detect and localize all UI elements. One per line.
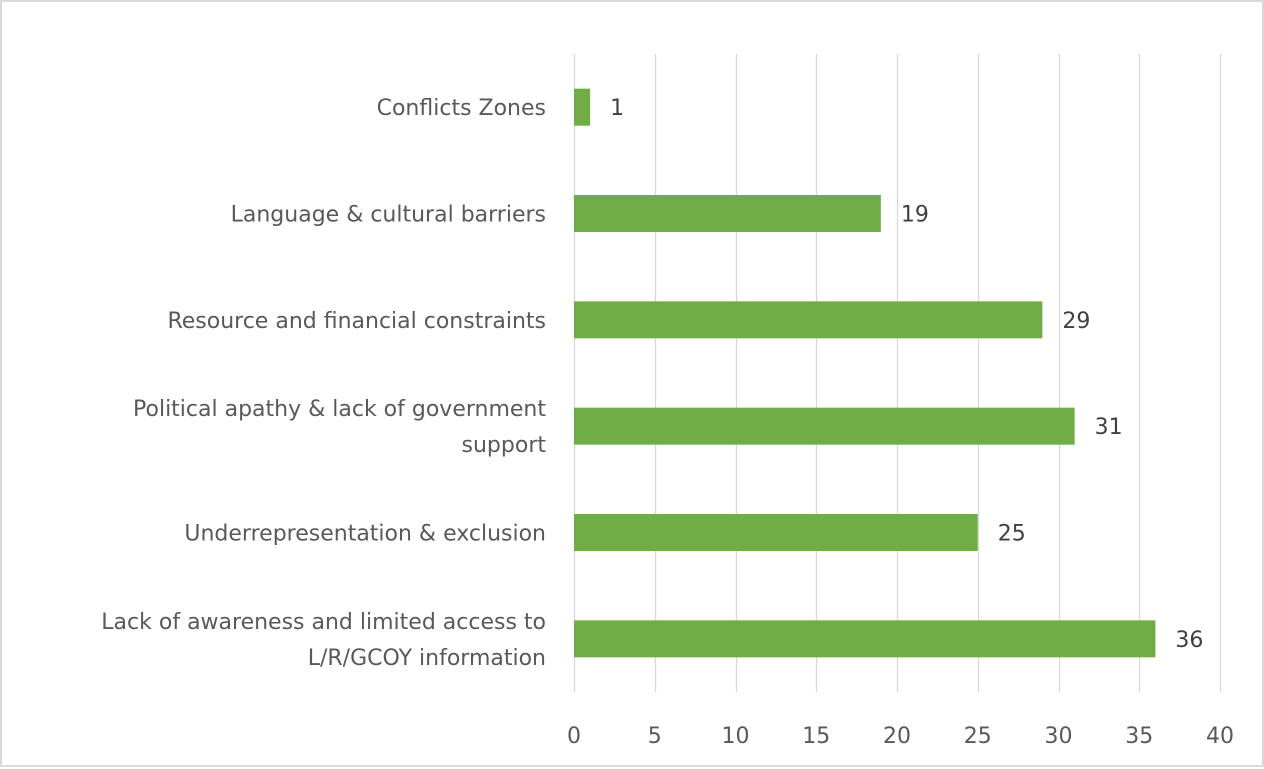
category-label-line: Resource and financial constraints bbox=[167, 309, 546, 334]
category-label-line: support bbox=[462, 433, 547, 458]
data-label-3: 31 bbox=[1095, 415, 1123, 440]
x-tick-label-0: 0 bbox=[567, 724, 581, 749]
bar-4 bbox=[574, 514, 978, 551]
x-tick-label-40: 40 bbox=[1206, 724, 1234, 749]
gridlines bbox=[573, 54, 1222, 692]
bar-3 bbox=[574, 407, 1075, 445]
x-tick-label-30: 30 bbox=[1045, 724, 1073, 749]
category-label-line: Lack of awareness and limited access to bbox=[101, 610, 546, 635]
data-label-5: 36 bbox=[1175, 628, 1203, 653]
category-label-line: Underrepresentation & exclusion bbox=[184, 522, 546, 547]
category-label-1: Language & cultural barriers bbox=[231, 203, 546, 228]
bar-5 bbox=[574, 620, 1156, 658]
data-label-2: 29 bbox=[1062, 309, 1090, 334]
bar-1 bbox=[574, 195, 881, 232]
data-label-4: 25 bbox=[998, 522, 1026, 547]
bar-2 bbox=[574, 301, 1043, 339]
x-tick-label-25: 25 bbox=[964, 724, 992, 749]
category-labels: Conflicts Zones Language & cultural barri… bbox=[101, 96, 546, 671]
x-tick-label-5: 5 bbox=[648, 724, 662, 749]
x-axis-tick-labels: 0 5 10 15 20 25 30 35 40 bbox=[567, 724, 1234, 749]
category-label-5: Lack of awareness and limited access to L… bbox=[101, 610, 546, 671]
data-labels: 1 19 29 31 25 36 bbox=[610, 96, 1203, 653]
x-tick-label-15: 15 bbox=[802, 724, 830, 749]
x-tick-label-35: 35 bbox=[1125, 724, 1153, 749]
category-label-4: Underrepresentation & exclusion bbox=[184, 522, 546, 547]
x-tick-label-10: 10 bbox=[722, 724, 750, 749]
data-label-1: 19 bbox=[901, 203, 929, 228]
category-label-line: Language & cultural barriers bbox=[231, 203, 546, 228]
category-label-3: Political apathy & lack of government sup… bbox=[133, 397, 546, 458]
category-label-2: Resource and financial constraints bbox=[167, 309, 546, 334]
category-label-line: Conflicts Zones bbox=[377, 96, 546, 121]
data-label-0: 1 bbox=[610, 96, 624, 121]
category-label-line: Political apathy & lack of government bbox=[133, 397, 546, 422]
category-label-line: L/R/GCOY information bbox=[308, 646, 546, 671]
bar-0 bbox=[574, 88, 591, 126]
x-tick-label-20: 20 bbox=[883, 724, 911, 749]
category-label-0: Conflicts Zones bbox=[377, 96, 546, 121]
bars bbox=[574, 88, 1156, 658]
